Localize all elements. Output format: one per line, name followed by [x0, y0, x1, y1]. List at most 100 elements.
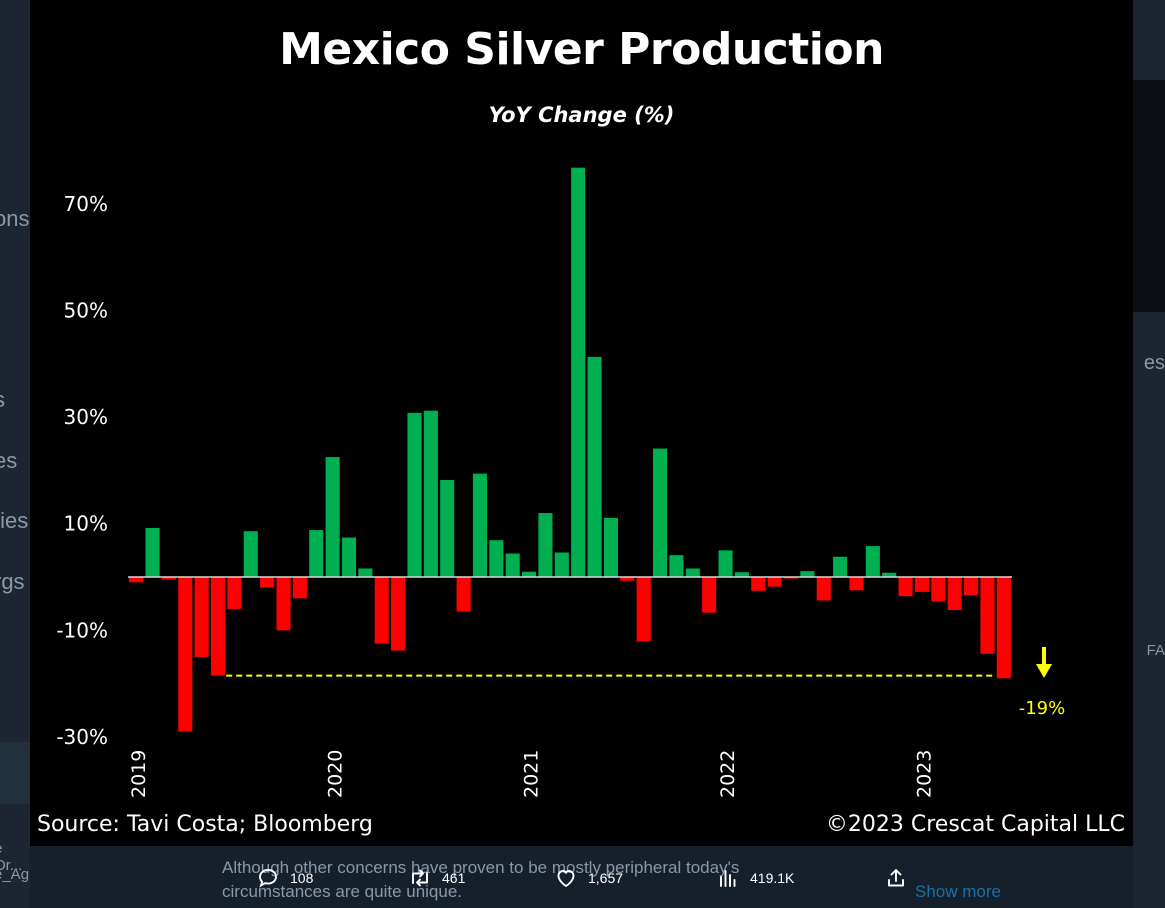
x-tick-label: 2022	[717, 750, 739, 798]
bar	[833, 556, 848, 577]
bar	[489, 540, 504, 577]
bar	[161, 577, 176, 580]
background-text: FA	[1146, 642, 1165, 659]
reply-count: 108	[290, 870, 314, 886]
y-tick-label: 50%	[64, 299, 108, 323]
show-more-link[interactable]: Show more	[915, 882, 1001, 901]
background-button	[0, 742, 30, 804]
bar	[849, 577, 864, 591]
background-right-column: es FA	[1133, 0, 1165, 908]
chart-image: Mexico Silver Production YoY Change (%) …	[30, 0, 1133, 846]
bar	[653, 448, 668, 577]
x-tick-label: 2023	[914, 750, 936, 798]
copyright-label: ©2023 Crescat Capital LLC	[825, 812, 1125, 837]
bar	[685, 568, 700, 577]
bar	[423, 410, 438, 577]
bar	[947, 577, 962, 611]
background-text: es	[0, 448, 18, 473]
bar	[882, 572, 897, 577]
bar	[391, 577, 406, 651]
bar	[260, 577, 275, 588]
bar	[571, 167, 586, 577]
bar	[980, 577, 995, 654]
like-button[interactable]: 1,657	[554, 866, 623, 890]
bar	[931, 577, 946, 602]
bar	[341, 537, 357, 577]
bar	[865, 546, 880, 577]
bar	[620, 577, 635, 581]
bar	[800, 571, 815, 577]
x-tick-label: 2021	[521, 750, 543, 798]
bar	[898, 577, 913, 597]
bar	[718, 550, 733, 577]
bar	[996, 577, 1011, 679]
bar	[472, 473, 487, 577]
retweet-icon	[412, 869, 428, 887]
bar	[227, 577, 242, 609]
bar	[751, 577, 766, 591]
chart-title: Mexico Silver Production	[279, 24, 884, 75]
y-tick-label: 30%	[64, 405, 108, 429]
heart-icon	[557, 870, 575, 888]
retweet-count: 461	[442, 870, 466, 886]
bar	[358, 568, 373, 577]
x-tick-label: 2019	[128, 750, 150, 798]
bar	[702, 577, 717, 613]
bar	[211, 577, 226, 676]
bar	[505, 553, 520, 577]
y-tick-label: 70%	[64, 192, 108, 216]
bar	[636, 577, 651, 642]
reply-button[interactable]: 108	[256, 866, 313, 890]
background-text: s	[0, 387, 5, 413]
annotation-label: -19%	[1019, 698, 1066, 719]
views-icon	[720, 870, 736, 887]
bar	[816, 577, 831, 601]
bar	[129, 577, 144, 583]
y-tick-label: 10%	[64, 512, 108, 536]
bar	[440, 479, 455, 577]
background-text: ties	[0, 508, 29, 533]
bar	[292, 577, 307, 599]
y-tick-label: -10%	[56, 618, 108, 642]
background-text: rgs	[0, 569, 25, 594]
bar	[587, 356, 602, 577]
x-tick-label: 2020	[324, 750, 346, 798]
background-text: ons	[0, 206, 30, 231]
bar	[783, 577, 799, 579]
bar	[309, 530, 324, 577]
bar	[243, 531, 258, 577]
source-label: Source: Tavi Costa; Bloomberg	[37, 812, 373, 837]
bar	[538, 513, 553, 577]
retweet-button[interactable]: 461	[408, 866, 465, 890]
background-text: e_Ag	[0, 866, 30, 883]
share-button[interactable]	[884, 866, 908, 890]
view-count: 419.1K	[750, 870, 795, 886]
share-icon	[888, 869, 904, 887]
background-text: e Or...	[0, 840, 23, 874]
bar	[145, 527, 160, 577]
views-button[interactable]: 419.1K	[716, 866, 794, 890]
bar	[325, 457, 340, 577]
bar	[407, 412, 422, 577]
bar	[554, 552, 569, 577]
bar	[276, 577, 291, 631]
bar	[669, 555, 684, 577]
reply-icon	[259, 869, 277, 888]
background-text: es	[1143, 352, 1165, 374]
bar	[194, 577, 209, 657]
bar	[374, 577, 389, 644]
bar	[522, 571, 537, 577]
annotation-arrow-head	[1036, 664, 1052, 678]
bar-chart: 70% 50% 30% 10% -10% -30% -19% 2019 2020 2021 2022…	[56, 167, 1066, 798]
bar	[456, 577, 471, 612]
like-count: 1,657	[588, 870, 624, 886]
tweet-line: Although other concerns have proven to b…	[222, 858, 740, 877]
tweet-action-bar: 108 461 1,657 419.1K	[240, 846, 940, 908]
bar	[767, 577, 782, 587]
bar	[734, 572, 749, 577]
y-tick-label: -30%	[56, 725, 108, 749]
tweet-line: circumstances are quite unique.	[222, 882, 463, 901]
bar	[603, 517, 618, 577]
chart-subtitle: YoY Change (%)	[488, 103, 675, 127]
bar	[964, 577, 979, 596]
